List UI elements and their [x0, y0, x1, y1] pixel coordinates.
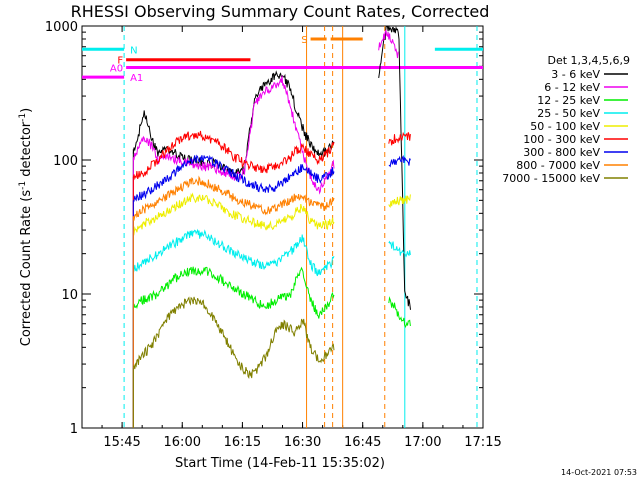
series-line [132, 228, 335, 277]
series-line [132, 192, 335, 236]
flag-label-s: S [301, 35, 307, 46]
y-tick-label: 100 [53, 154, 78, 169]
legend-entry-label: 300 - 800 keV [523, 146, 600, 159]
x-axis: 15:45 16:00 16:15 16:30 16:45 17:00 17:15 [81, 26, 502, 450]
series-line [388, 155, 411, 168]
x-tick-label: 16:45 [344, 435, 381, 450]
flag-label-a1: A1 [130, 73, 143, 84]
legend-entry-label: 100 - 300 keV [523, 133, 600, 146]
y-tick-label: 1 [70, 422, 78, 437]
series-line [132, 130, 335, 181]
series-line [132, 175, 335, 221]
vertical-markers [123, 26, 478, 428]
x-tick-label: 16:15 [224, 435, 261, 450]
legend-entry-label: 12 - 25 keV [537, 94, 600, 107]
legend-entry-label: 7000 - 15000 keV [502, 172, 600, 185]
series-line [133, 154, 335, 202]
y-tick-label: 1000 [45, 20, 78, 35]
legend-title: Det 1,3,4,5,6,9 [547, 54, 630, 67]
x-tick-label: 16:00 [164, 435, 201, 450]
series-line [388, 194, 411, 208]
x-axis-label: Start Time (14-Feb-11 15:35:02) [175, 456, 385, 471]
legend-entry-label: 800 - 7000 keV [516, 159, 600, 172]
y-axis-label-close: ) [19, 108, 34, 113]
x-tick-label: 16:30 [284, 435, 321, 450]
series-line [388, 240, 411, 258]
chart-title: RHESSI Observing Summary Count Rates, Co… [71, 2, 490, 21]
series-line [388, 296, 411, 329]
y-axis-label-sup2: -1 [18, 113, 28, 122]
series-line [378, 29, 399, 59]
legend-entry-label: 3 - 6 keV [551, 68, 600, 81]
y-axis-label: Corrected Count Rate (s-1 detector-1) [18, 108, 34, 346]
series-line [132, 296, 335, 379]
flag-label-a0: A0 [110, 64, 123, 75]
x-tick-label: 17:15 [464, 435, 501, 450]
y-axis-label-tail: detector [19, 121, 34, 181]
y-axis-label-main: Corrected Count Rate (s [19, 190, 34, 347]
y-tick-label: 10 [61, 288, 78, 303]
y-axis-label-sup: -1 [18, 181, 28, 190]
timestamp: 14-Oct-2021 07:53 [561, 468, 637, 477]
flag-label-n: N [130, 45, 137, 56]
series-layer [132, 25, 411, 428]
series-line [388, 131, 411, 146]
legend-entry-label: 50 - 100 keV [530, 120, 600, 133]
flag-label-f: F [117, 56, 123, 67]
x-tick-label: 15:45 [103, 435, 140, 450]
series-line [132, 266, 335, 319]
legend-entry-label: 25 - 50 keV [537, 107, 600, 120]
y-axis: 1 10 100 1000 [45, 20, 483, 437]
legend-entry-label: 6 - 12 keV [544, 81, 600, 94]
x-tick-label: 17:00 [404, 435, 441, 450]
